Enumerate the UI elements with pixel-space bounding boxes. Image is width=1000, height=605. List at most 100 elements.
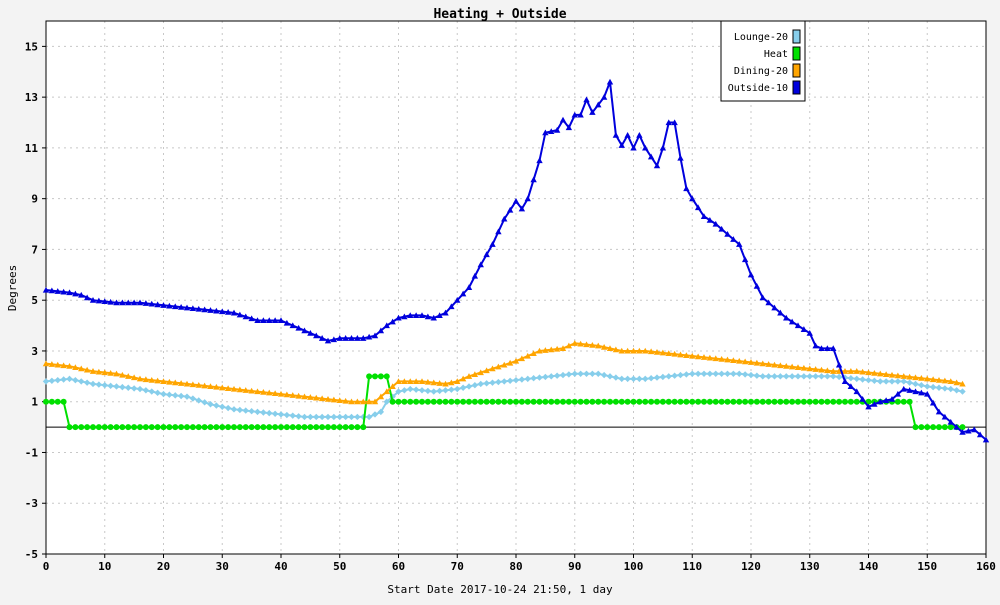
point-lounge-20-51 xyxy=(342,413,349,421)
point-outside-10-152 xyxy=(935,408,943,415)
point-heat-35 xyxy=(248,424,255,431)
point-dining-20-4 xyxy=(66,362,73,369)
point-dining-20-42 xyxy=(289,392,296,398)
point-outside-10-104 xyxy=(653,162,661,169)
point-heat-126 xyxy=(783,398,790,405)
point-heat-130 xyxy=(806,398,813,405)
x-tick-label-80: 80 xyxy=(509,560,522,573)
point-outside-10-149 xyxy=(918,389,925,396)
point-heat-88 xyxy=(560,398,566,405)
point-heat-98 xyxy=(618,398,625,405)
point-dining-20-154 xyxy=(947,378,954,384)
point-heat-62 xyxy=(407,398,414,405)
point-outside-10-83 xyxy=(530,176,537,183)
point-lounge-20-83 xyxy=(530,375,537,382)
x-tick-label-140: 140 xyxy=(859,560,879,573)
point-dining-20-94 xyxy=(595,342,602,349)
point-lounge-20-149 xyxy=(918,382,925,389)
point-lounge-20-89 xyxy=(565,371,573,378)
point-heat-59 xyxy=(389,398,396,405)
point-dining-20-60 xyxy=(395,378,402,384)
point-dining-20-58 xyxy=(383,388,390,395)
point-outside-10-71 xyxy=(459,290,467,297)
point-dining-20-39 xyxy=(271,390,279,397)
point-dining-20-118 xyxy=(736,357,743,364)
point-outside-10-106 xyxy=(665,119,672,126)
point-dining-20-68 xyxy=(442,380,449,387)
point-outside-10-154 xyxy=(947,418,954,425)
point-outside-10-5 xyxy=(72,290,79,297)
point-heat-83 xyxy=(530,398,537,405)
point-outside-10-96 xyxy=(606,78,614,85)
point-dining-20-142 xyxy=(877,370,884,377)
point-outside-10-16 xyxy=(136,299,144,306)
point-dining-20-54 xyxy=(360,398,367,405)
point-outside-10-128 xyxy=(794,322,802,329)
y-tick-label-9: 9 xyxy=(31,193,38,206)
point-outside-10-61 xyxy=(401,313,408,320)
point-heat-65 xyxy=(424,398,431,405)
point-dining-20-111 xyxy=(694,353,702,360)
point-lounge-20-92 xyxy=(583,370,590,377)
point-dining-20-108 xyxy=(677,351,684,358)
point-dining-20-143 xyxy=(882,371,890,377)
point-dining-20-57 xyxy=(377,393,385,400)
point-lounge-20-66 xyxy=(430,388,437,395)
point-outside-10-92 xyxy=(583,96,590,103)
point-lounge-20-39 xyxy=(271,410,279,417)
legend-label-dining-20: Dining-20 xyxy=(734,66,788,77)
point-dining-20-115 xyxy=(718,356,725,362)
point-heat-2 xyxy=(54,398,61,405)
point-dining-20-104 xyxy=(653,349,661,355)
point-heat-44 xyxy=(301,424,308,431)
point-outside-10-88 xyxy=(559,116,567,123)
point-heat-109 xyxy=(683,398,690,405)
point-lounge-20-131 xyxy=(812,373,819,380)
point-lounge-20-21 xyxy=(166,391,173,398)
point-lounge-20-76 xyxy=(489,379,496,386)
point-heat-145 xyxy=(894,398,901,405)
point-heat-51 xyxy=(342,424,349,431)
point-lounge-20-109 xyxy=(683,371,690,378)
x-tick-label-120: 120 xyxy=(741,560,761,573)
point-outside-10-74 xyxy=(477,261,484,268)
point-heat-1 xyxy=(48,398,55,405)
point-lounge-20-61 xyxy=(401,387,408,394)
point-heat-117 xyxy=(730,398,737,405)
point-outside-10-94 xyxy=(595,101,602,108)
point-outside-10-135 xyxy=(835,361,843,368)
point-lounge-20-107 xyxy=(671,372,678,379)
point-dining-20-114 xyxy=(712,355,719,362)
point-lounge-20-20 xyxy=(160,390,167,398)
point-outside-10-18 xyxy=(148,300,155,307)
point-heat-25 xyxy=(189,424,196,431)
point-outside-10-155 xyxy=(953,423,960,430)
point-lounge-20-114 xyxy=(712,370,719,377)
point-lounge-20-73 xyxy=(471,382,479,389)
point-lounge-20-57 xyxy=(377,408,385,416)
point-heat-76 xyxy=(489,398,496,405)
point-outside-10-22 xyxy=(172,303,179,310)
point-dining-20-76 xyxy=(489,365,496,372)
point-heat-26 xyxy=(195,424,202,431)
point-dining-20-126 xyxy=(783,362,790,369)
point-lounge-20-2 xyxy=(54,376,61,384)
point-heat-111 xyxy=(695,398,702,405)
point-heat-99 xyxy=(624,398,631,405)
point-lounge-20-112 xyxy=(700,370,708,377)
point-lounge-20-10 xyxy=(101,382,108,389)
point-lounge-20-67 xyxy=(436,387,443,395)
point-heat-124 xyxy=(771,398,778,405)
point-outside-10-14 xyxy=(125,299,132,306)
point-dining-20-141 xyxy=(871,369,878,376)
point-lounge-20-102 xyxy=(642,375,649,383)
point-heat-8 xyxy=(90,424,96,431)
point-heat-89 xyxy=(565,398,572,405)
point-heat-105 xyxy=(659,398,666,405)
point-heat-137 xyxy=(847,398,854,405)
point-heat-123 xyxy=(765,398,772,405)
point-outside-10-15 xyxy=(130,299,138,306)
point-dining-20-153 xyxy=(941,377,949,384)
point-outside-10-141 xyxy=(871,401,878,407)
point-outside-10-99 xyxy=(624,132,631,138)
